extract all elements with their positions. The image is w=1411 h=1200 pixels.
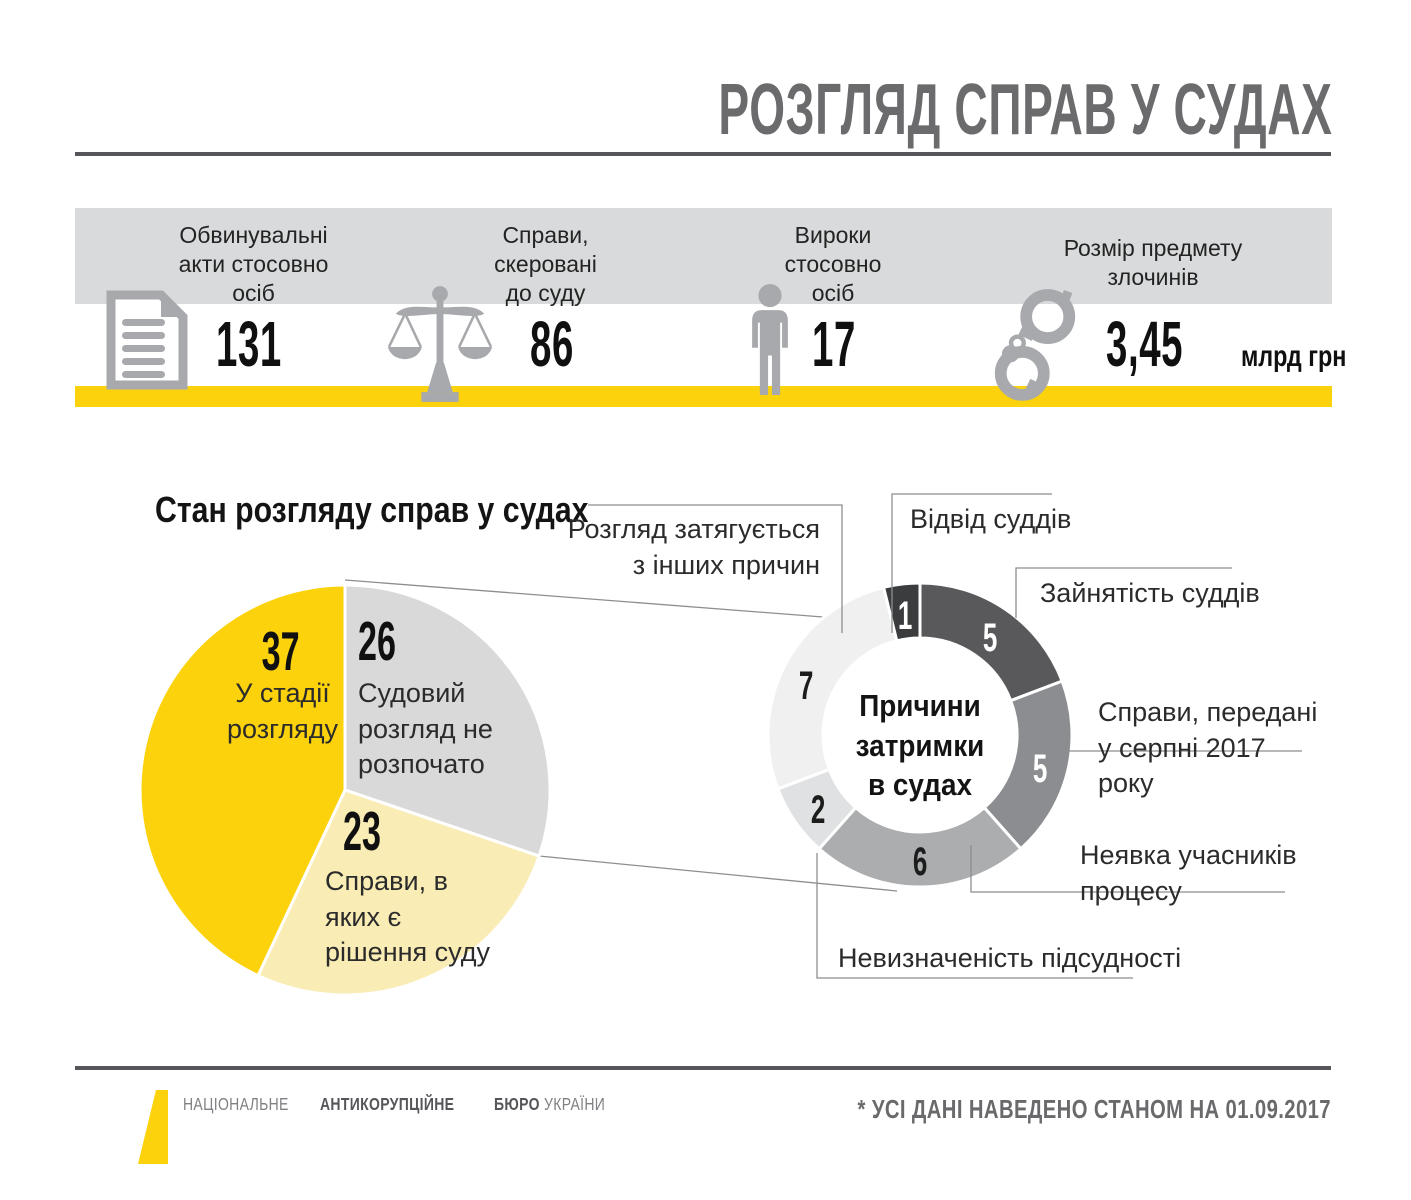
label-leader-lines [588,493,1302,979]
nabu-logo-text: НАЦІОНАЛЬНЕ АНТИКОРУПЦІЙНЕ БЮРО УКРАЇНИ [183,1093,632,1116]
donut-center-title: Причини затримки в судах [855,688,985,803]
stat-value-crime-size: 3,45 млрд грн [1106,308,1346,380]
stat-label-cases-sent: Справи, скеровані до суду [494,222,597,307]
donut-label-busy-judges: Зайнятість суддів [1040,578,1260,608]
donut-value-busy-judges: 5 [982,616,998,660]
stat-label-indictments: Обвинувальні акти стосовно осіб [178,222,329,307]
person-icon [742,282,798,403]
scales-icon [386,283,494,410]
pie-value-decided: 23 [343,800,381,862]
donut-label-transferred-aug2017: Справи, передані у серпні 2017 року [1098,697,1318,799]
document-icon [102,288,192,397]
donut-label-other-reasons: Розгляд затягується з інших причин [567,514,820,580]
stat-label-verdicts: Вироки стосовно осіб [784,222,882,307]
donut-value-judge-recusal: 1 [897,594,913,638]
logo-line-1: НАЦІОНАЛЬНЕ [183,1094,289,1114]
pie-chart [138,583,552,997]
pie-slice-not-started [343,583,552,858]
footer-divider [75,1066,1331,1070]
logo-line-3: БЮРО УКРАЇНИ [493,1094,605,1114]
donut-value-no-show: 6 [912,840,928,884]
donut-label-judge-recusal: Відвід суддів [910,504,1072,534]
data-as-of-note: * УСІ ДАНІ НАВЕДЕНО СТАНОМ НА 01.09.2017 [857,1094,1331,1124]
page-title: РОЗГЛЯД СПРАВ У СУДАХ [717,70,1332,150]
pie-value-in-progress: 37 [262,620,300,682]
donut-chart [766,581,1074,889]
pie-slice-decided [256,788,541,997]
donut-segment-other-reasons [766,585,899,791]
stat-unit: млрд грн [1240,340,1346,373]
stats-band [75,208,1332,304]
donut-label-undetermined-jurisdiction: Невизначеність підсудності [838,943,1182,973]
pie-value-not-started: 26 [358,610,396,672]
pie-slice-in-progress [138,583,347,978]
stat-value-indictments: 131 [216,308,282,380]
donut-value-transferred-aug2017: 5 [1032,747,1048,791]
donut-value-other-reasons: 7 [798,664,814,708]
logo-line-2: АНТИКОРУПЦІЙНЕ [320,1094,455,1114]
donut-value-undetermined-jurisdiction: 2 [810,788,826,832]
donut-label-no-show: Неявка учасників процесу [1080,840,1297,906]
pie-label-in-progress: У стадії розгляду [227,678,338,744]
pie-donut-connectors [344,579,898,892]
pie-label-not-started: Судовий розгляд не розпочато [358,678,493,780]
handcuffs-icon [988,287,1082,406]
pie-label-decided: Справи, в яких є рішення суду [325,866,490,968]
stat-value-cases-sent: 86 [530,308,574,380]
pie-section-title: Стан розгляду справ у судах [155,489,589,530]
donut-segment-judge-recusal [882,581,922,643]
stat-label-crime-size: Розмір предмету злочинів [1063,235,1243,291]
header-divider [75,152,1331,156]
stat-value-verdicts: 17 [812,308,856,380]
